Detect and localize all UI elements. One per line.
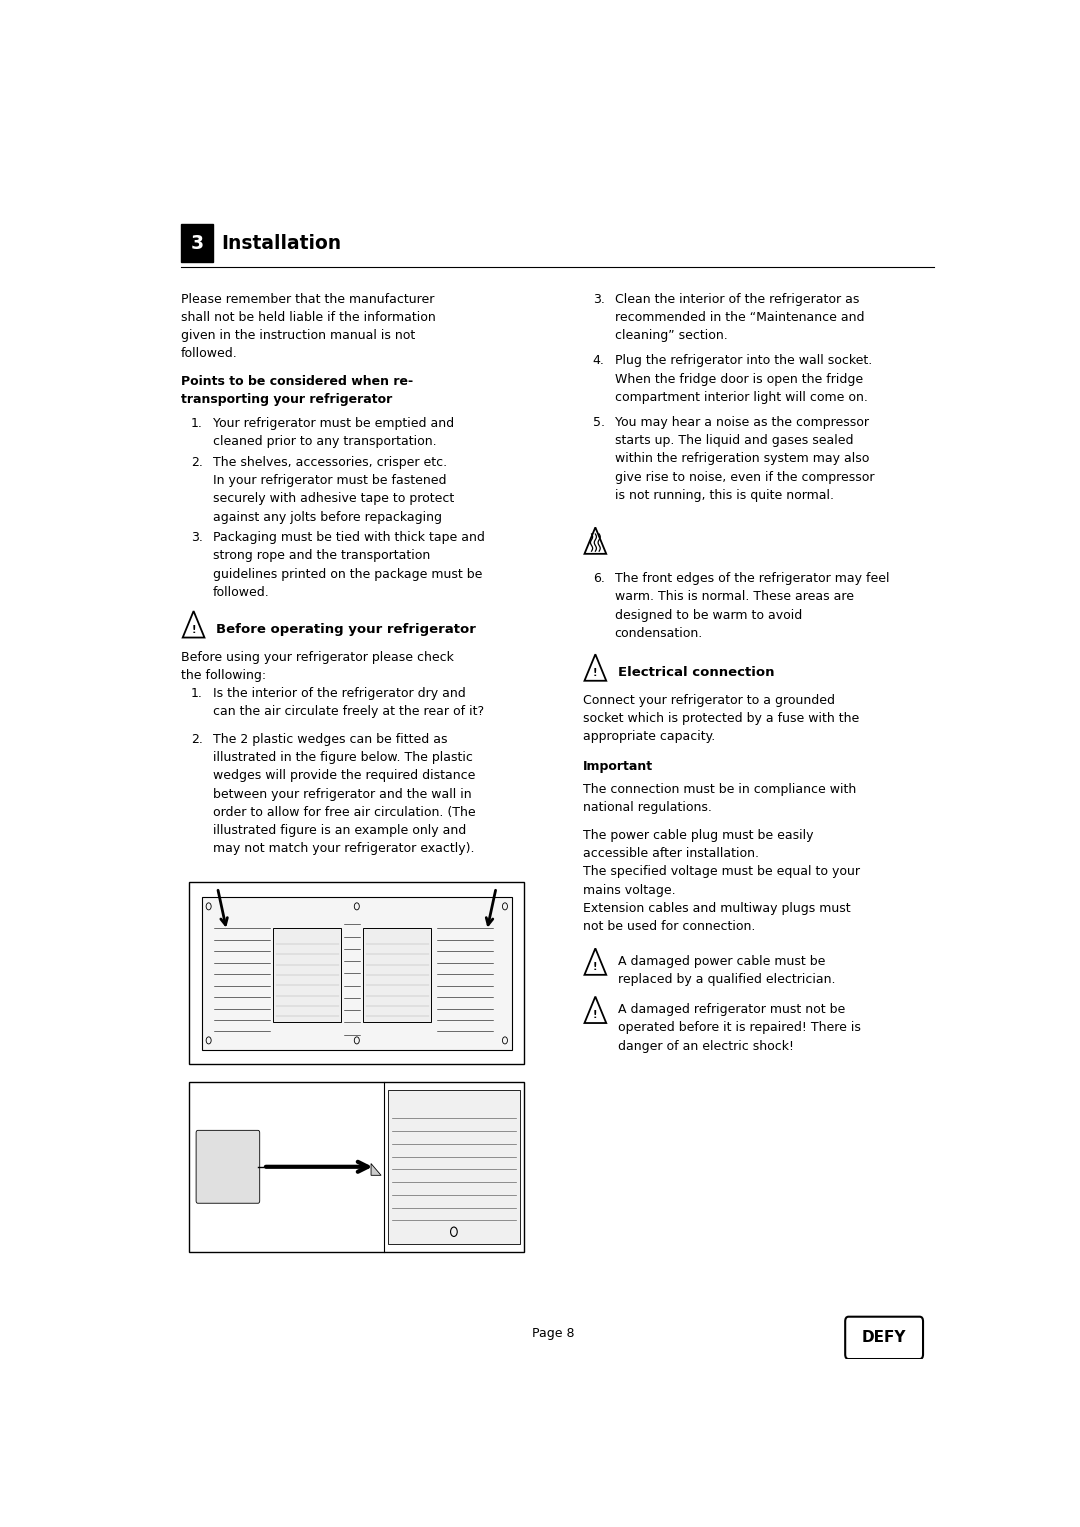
FancyBboxPatch shape [181,224,213,263]
Text: appropriate capacity.: appropriate capacity. [583,730,715,744]
Text: accessible after installation.: accessible after installation. [583,847,759,860]
Text: national regulations.: national regulations. [583,802,712,814]
Text: warm. This is normal. These areas are: warm. This is normal. These areas are [615,591,853,603]
Text: strong rope and the transportation: strong rope and the transportation [213,550,430,562]
Text: cleaning” section.: cleaning” section. [615,328,727,342]
Text: compartment interior light will come on.: compartment interior light will come on. [615,391,867,403]
Text: given in the instruction manual is not: given in the instruction manual is not [181,328,416,342]
Text: securely with adhesive tape to protect: securely with adhesive tape to protect [213,493,454,505]
Text: socket which is protected by a fuse with the: socket which is protected by a fuse with… [583,712,859,725]
Text: The specified voltage must be equal to your: The specified voltage must be equal to y… [583,866,860,878]
Text: Clean the interior of the refrigerator as: Clean the interior of the refrigerator a… [615,293,859,305]
Text: In your refrigerator must be fastened: In your refrigerator must be fastened [213,475,446,487]
Text: may not match your refrigerator exactly).: may not match your refrigerator exactly)… [213,843,474,855]
Text: Electrical connection: Electrical connection [618,666,774,680]
Text: You may hear a noise as the compressor: You may hear a noise as the compressor [615,415,868,429]
Text: give rise to noise, even if the compressor: give rise to noise, even if the compress… [615,470,874,484]
FancyBboxPatch shape [197,1130,259,1203]
Text: designed to be warm to avoid: designed to be warm to avoid [615,609,801,621]
Text: guidelines printed on the package must be: guidelines printed on the package must b… [213,568,482,580]
Text: Before using your refrigerator please check: Before using your refrigerator please ch… [181,651,454,664]
Text: 6.: 6. [593,573,605,585]
Text: 2.: 2. [191,733,203,745]
Text: the following:: the following: [181,669,266,683]
FancyBboxPatch shape [363,927,431,1022]
Text: When the fridge door is open the fridge: When the fridge door is open the fridge [615,373,863,385]
Text: replaced by a qualified electrician.: replaced by a qualified electrician. [618,973,836,986]
Text: operated before it is repaired! There is: operated before it is repaired! There is [618,1022,861,1034]
Text: Packaging must be tied with thick tape and: Packaging must be tied with thick tape a… [213,531,485,544]
Text: Before operating your refrigerator: Before operating your refrigerator [216,623,476,635]
Text: can the air circulate freely at the rear of it?: can the air circulate freely at the rear… [213,705,484,718]
Text: illustrated figure is an example only and: illustrated figure is an example only an… [213,825,467,837]
Text: within the refrigeration system may also: within the refrigeration system may also [615,452,869,466]
Text: illustrated in the figure below. The plastic: illustrated in the figure below. The pla… [213,751,473,764]
Text: shall not be held liable if the information: shall not be held liable if the informat… [181,312,436,324]
Text: followed.: followed. [213,586,270,599]
Text: 3: 3 [190,234,203,252]
Text: The front edges of the refrigerator may feel: The front edges of the refrigerator may … [615,573,889,585]
Text: Your refrigerator must be emptied and: Your refrigerator must be emptied and [213,417,454,431]
Text: Points to be considered when re-: Points to be considered when re- [181,376,414,388]
Text: transporting your refrigerator: transporting your refrigerator [181,392,392,406]
Text: Page 8: Page 8 [532,1327,575,1339]
Text: Plug the refrigerator into the wall socket.: Plug the refrigerator into the wall sock… [615,354,872,368]
Text: Please remember that the manufacturer: Please remember that the manufacturer [181,293,434,305]
Text: 1.: 1. [191,417,203,431]
Text: 4.: 4. [593,354,605,368]
Text: 5.: 5. [593,415,605,429]
Text: Connect your refrigerator to a grounded: Connect your refrigerator to a grounded [583,693,835,707]
Text: A damaged power cable must be: A damaged power cable must be [618,954,825,968]
FancyBboxPatch shape [388,1090,521,1243]
Text: order to allow for free air circulation. (The: order to allow for free air circulation.… [213,806,475,818]
Text: is not running, this is quite normal.: is not running, this is quite normal. [615,489,834,502]
Text: 3.: 3. [593,293,605,305]
Text: The power cable plug must be easily: The power cable plug must be easily [583,829,813,841]
Polygon shape [372,1164,381,1176]
Text: !: ! [593,667,597,678]
Text: 2.: 2. [191,457,203,469]
Text: starts up. The liquid and gases sealed: starts up. The liquid and gases sealed [615,434,853,447]
Text: condensation.: condensation. [615,626,703,640]
Text: A damaged refrigerator must not be: A damaged refrigerator must not be [618,1003,846,1015]
Text: against any jolts before repackaging: against any jolts before repackaging [213,510,442,524]
Text: between your refrigerator and the wall in: between your refrigerator and the wall i… [213,788,472,800]
Text: cleaned prior to any transportation.: cleaned prior to any transportation. [213,435,436,449]
Text: The connection must be in compliance with: The connection must be in compliance wit… [583,783,856,796]
FancyBboxPatch shape [189,1081,524,1252]
Text: 3.: 3. [191,531,203,544]
Text: The shelves, accessories, crisper etc.: The shelves, accessories, crisper etc. [213,457,447,469]
FancyBboxPatch shape [189,881,524,1064]
FancyBboxPatch shape [846,1316,923,1359]
Text: Important: Important [583,760,653,773]
Text: Extension cables and multiway plugs must: Extension cables and multiway plugs must [583,902,850,915]
Text: danger of an electric shock!: danger of an electric shock! [618,1040,794,1052]
Text: wedges will provide the required distance: wedges will provide the required distanc… [213,770,475,782]
Text: not be used for connection.: not be used for connection. [583,921,755,933]
Text: Is the interior of the refrigerator dry and: Is the interior of the refrigerator dry … [213,687,465,699]
Text: 1.: 1. [191,687,203,699]
FancyBboxPatch shape [202,896,512,1049]
Text: !: ! [191,625,195,635]
Text: !: ! [593,1009,597,1020]
Text: recommended in the “Maintenance and: recommended in the “Maintenance and [615,312,864,324]
Text: Installation: Installation [221,234,341,252]
Text: The 2 plastic wedges can be fitted as: The 2 plastic wedges can be fitted as [213,733,447,745]
Text: followed.: followed. [181,347,238,360]
Text: DEFY: DEFY [862,1330,906,1345]
FancyBboxPatch shape [273,927,341,1022]
Text: !: ! [593,962,597,971]
Text: mains voltage.: mains voltage. [583,884,675,896]
